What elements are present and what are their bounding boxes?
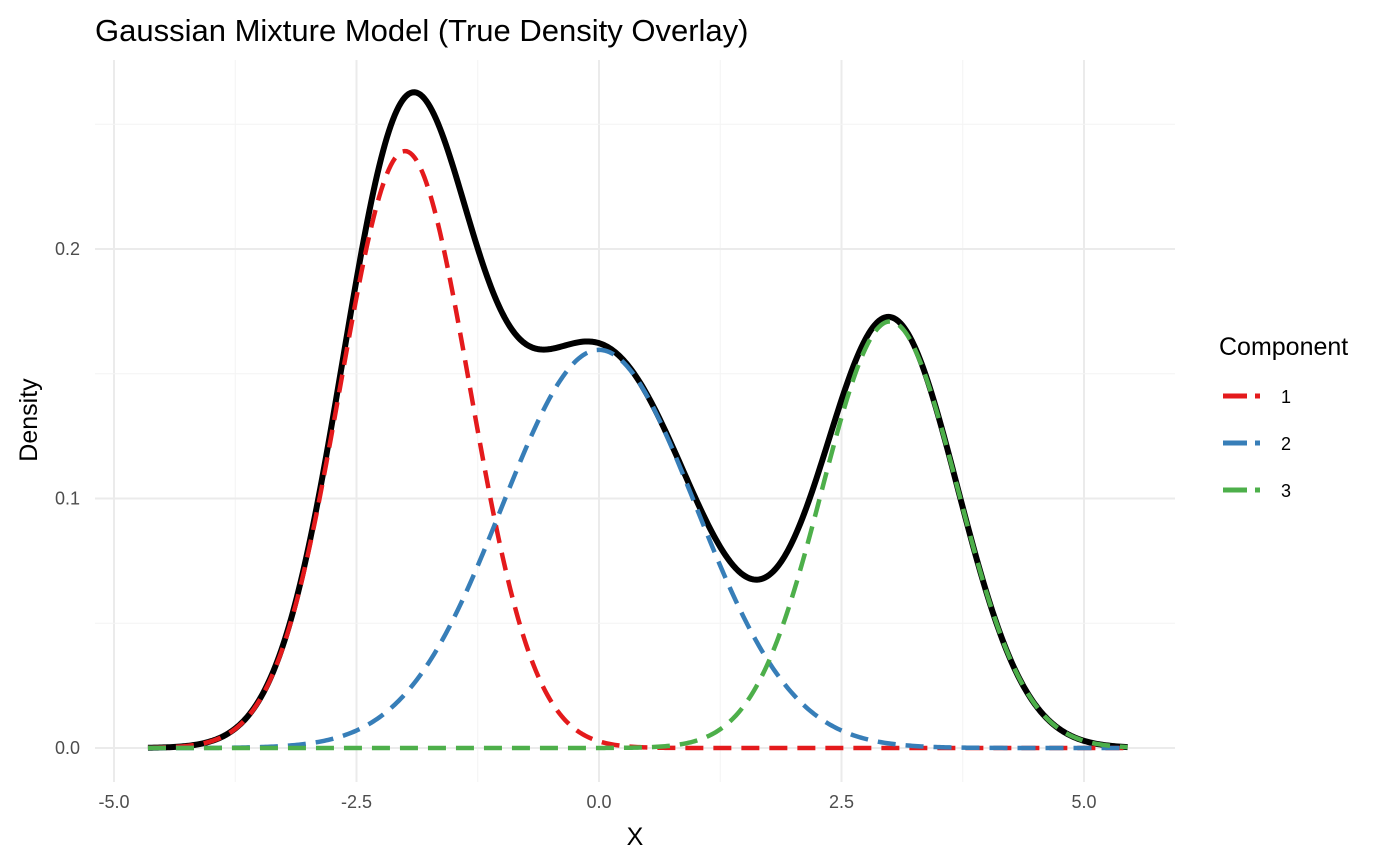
component-1-line [147, 148, 1128, 751]
x-axis-title: X [627, 823, 644, 851]
legend-item-3: 3 [1223, 481, 1291, 501]
x-tick-label: 0.0 [586, 792, 611, 812]
legend: Component 1 2 3 [1219, 333, 1348, 501]
legend-label: 2 [1281, 434, 1291, 454]
chart-title: Gaussian Mixture Model (True Density Ove… [95, 13, 749, 48]
x-tick-label: 5.0 [1071, 792, 1096, 812]
component-2-line [147, 347, 1128, 751]
legend-item-1: 1 [1223, 387, 1291, 407]
legend-item-2: 2 [1223, 434, 1291, 454]
density-curves [146, 89, 1129, 751]
x-tick-label: 2.5 [829, 792, 854, 812]
y-tick-label: 0.2 [55, 239, 80, 259]
y-tick-label: 0.0 [55, 738, 80, 758]
total-density-line [146, 89, 1129, 751]
y-axis-ticks: 0.0 0.1 0.2 [55, 239, 80, 758]
x-axis-ticks: -5.0 -2.5 0.0 2.5 5.0 [98, 792, 1096, 812]
x-tick-label: -2.5 [341, 792, 372, 812]
legend-title: Component [1219, 333, 1348, 361]
component-3-line [147, 319, 1128, 751]
y-tick-label: 0.1 [55, 489, 80, 509]
legend-label: 1 [1281, 387, 1291, 407]
grid [95, 60, 1175, 782]
y-axis-title: Density [15, 378, 43, 462]
legend-label: 3 [1281, 481, 1291, 501]
x-tick-label: -5.0 [98, 792, 129, 812]
